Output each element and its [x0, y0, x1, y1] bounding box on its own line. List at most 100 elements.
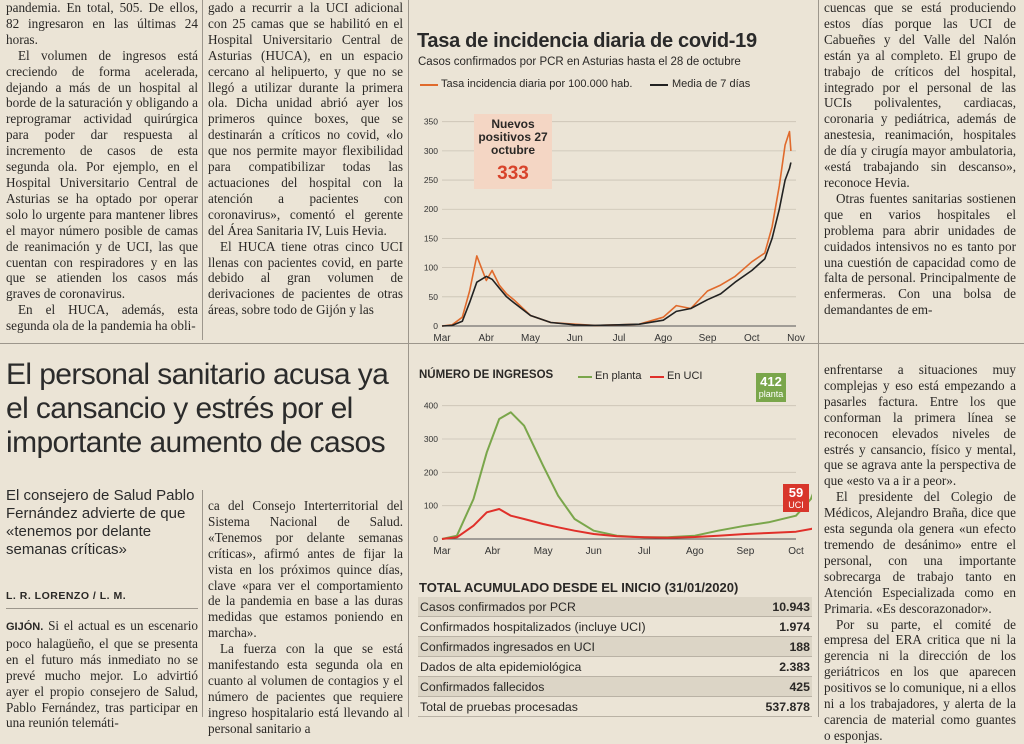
- paragraph: enfrentarse a situaciones muy complejas …: [824, 362, 1016, 489]
- x-tick-label: Mar: [433, 333, 451, 344]
- row-label: Dados de alta epidemiológica: [418, 656, 744, 677]
- y-tick-label: 0: [433, 534, 438, 544]
- paragraph: Otras fuentes sanitarias sostienen que e…: [824, 190, 1016, 318]
- x-tick-label: Abr: [478, 333, 494, 344]
- callout-value: 333: [497, 163, 529, 184]
- legend-label-plant: En planta: [595, 370, 642, 382]
- column-rule: [818, 0, 819, 717]
- paragraph: El volumen de ingresos está creciendo de…: [6, 47, 198, 302]
- badge-uci: 59 UCI: [783, 484, 809, 512]
- paragraph: El presidente del Colegio de Médicos, Al…: [824, 489, 1016, 616]
- legend-label-average: Media de 7 días: [672, 78, 751, 90]
- x-tick-label: Sep: [737, 546, 755, 557]
- legend-swatch-uci: [650, 376, 664, 378]
- row-label: Total de pruebas procesadas: [418, 696, 744, 717]
- row-value: 188: [743, 636, 812, 657]
- paragraph: Si el actual es un escenario poco halagü…: [6, 618, 198, 731]
- table-row: Confirmados hospitalizados (incluye UCI)…: [418, 616, 812, 637]
- incidence-chart: 0 50 100 150 200 250 300 350 Mar Abr May Jun Jul Ago S…: [424, 117, 805, 344]
- x-tick-label: Jun: [586, 546, 602, 557]
- x-tick-label: Jun: [567, 333, 583, 344]
- table-row: Casos confirmados por PCR 10.943: [418, 597, 812, 617]
- callout-box: Nuevos positivos 27 octubre 333: [474, 114, 552, 189]
- paragraph: gado a recurrir a la UCI adicional con 2…: [208, 0, 403, 238]
- x-tick-label: May: [534, 546, 553, 557]
- row-label: Confirmados hospitalizados (incluye UCI): [418, 616, 744, 637]
- totals-table: Casos confirmados por PCR 10.943 Confirmad…: [418, 597, 812, 717]
- x-tick-label: Oct: [788, 546, 804, 557]
- y-tick-label: 300: [424, 146, 438, 156]
- admissions-chart: 0 100 200 300 400 Mar Abr May Jun Jul Ago Sep Oct: [424, 401, 812, 557]
- badge-uci-label: UCI: [788, 500, 804, 510]
- callout-label: Nuevos positivos 27 octubre: [478, 117, 548, 157]
- x-tick-label: Jul: [638, 546, 651, 557]
- y-tick-label: 200: [424, 204, 438, 214]
- badge-plant-value: 412: [760, 374, 782, 389]
- legend-swatch-daily: [420, 84, 438, 86]
- paragraph: El HUCA tiene otras cinco UCI llenas con…: [208, 238, 403, 318]
- paragraph: La fuerza con la que se está manifestand…: [208, 641, 403, 736]
- y-tick-label: 350: [424, 117, 438, 127]
- row-label: Casos confirmados por PCR: [418, 597, 744, 617]
- dateline: GIJÓN.: [6, 621, 44, 633]
- column-rule: [202, 0, 203, 340]
- legend-swatch-average: [650, 84, 668, 86]
- x-tick-label: Nov: [787, 333, 805, 344]
- row-value: 2.383: [743, 656, 812, 677]
- article-column-1-top: pandemia. En total, 505. De ellos, 82 in…: [6, 0, 198, 334]
- x-tick-label: Oct: [744, 333, 760, 344]
- y-tick-label: 300: [424, 434, 438, 444]
- paragraph: ca del Consejo Interterritorial del Sist…: [208, 498, 403, 641]
- x-tick-label: Ago: [654, 333, 672, 344]
- badge-uci-value: 59: [788, 485, 804, 500]
- byline-rule: [6, 608, 198, 609]
- row-value: 425: [743, 676, 812, 697]
- row-label: Confirmados ingresados en UCI: [418, 636, 744, 657]
- column-rule: [408, 0, 409, 717]
- article-column-4-top: cuencas que se está produciendo estos dí…: [824, 0, 1016, 318]
- y-tick-label: 250: [424, 175, 438, 185]
- legend-label-daily: Tasa incidencia diaria por 100.000 hab.: [441, 78, 633, 90]
- y-tick-label: 100: [424, 501, 438, 511]
- x-tick-label: Mar: [433, 546, 451, 557]
- legend-label-uci: En UCI: [667, 370, 703, 382]
- paragraph: pandemia. En total, 505. De ellos, 82 in…: [6, 0, 198, 47]
- byline: L. R. LORENZO / L. M.: [6, 590, 127, 602]
- subheadline: El consejero de Salud Pablo Fernández ad…: [6, 487, 195, 558]
- row-value: 537.878: [743, 696, 812, 717]
- table-row: Confirmados ingresados en UCI 188: [418, 636, 812, 657]
- row-label: Confirmados fallecidos: [418, 676, 744, 697]
- article-column-1-bottom: GIJÓN. Si el actual es un escenario poco…: [6, 618, 198, 731]
- y-tick-label: 50: [429, 292, 439, 302]
- chart-title: NÚMERO DE INGRESOS: [419, 369, 554, 381]
- x-tick-label: Abr: [485, 546, 501, 557]
- badge-plant: 412 planta: [756, 373, 786, 402]
- badge-plant-label: planta: [758, 389, 784, 399]
- series-line: [441, 162, 792, 327]
- y-tick-label: 200: [424, 467, 438, 477]
- row-value: 10.943: [743, 597, 812, 617]
- headline: El personal sanitario acusa ya el cansan…: [6, 358, 389, 459]
- article-column-4-bottom: enfrentarse a situaciones muy complejas …: [824, 362, 1016, 744]
- paragraph: cuencas que se está produciendo estos dí…: [824, 0, 1016, 190]
- x-tick-label: Ago: [686, 546, 704, 557]
- y-tick-label: 400: [424, 401, 438, 411]
- legend-swatch-plant: [578, 376, 592, 378]
- article-column-2-top: gado a recurrir a la UCI adicional con 2…: [208, 0, 403, 318]
- chart-title: Tasa de incidencia diaria de covid-19: [417, 30, 757, 52]
- table-row: Total de pruebas procesadas 537.878: [418, 696, 812, 717]
- paragraph: Por su parte, el comité de empresa del E…: [824, 616, 1016, 743]
- paragraph: En el HUCA, además, esta segunda ola de …: [6, 302, 198, 334]
- x-tick-label: Sep: [699, 333, 717, 344]
- series-line: [441, 411, 812, 540]
- y-tick-label: 150: [424, 233, 438, 243]
- table-row: Dados de alta epidemiológica 2.383: [418, 656, 812, 677]
- y-tick-label: 100: [424, 263, 438, 273]
- section-rule: [0, 343, 1024, 344]
- column-rule: [202, 490, 203, 717]
- table-row: Confirmados fallecidos 425: [418, 676, 812, 697]
- x-tick-label: Jul: [613, 333, 626, 344]
- article-column-2-bottom: ca del Consejo Interterritorial del Sist…: [208, 498, 403, 737]
- row-value: 1.974: [743, 616, 812, 637]
- series-line: [441, 508, 812, 540]
